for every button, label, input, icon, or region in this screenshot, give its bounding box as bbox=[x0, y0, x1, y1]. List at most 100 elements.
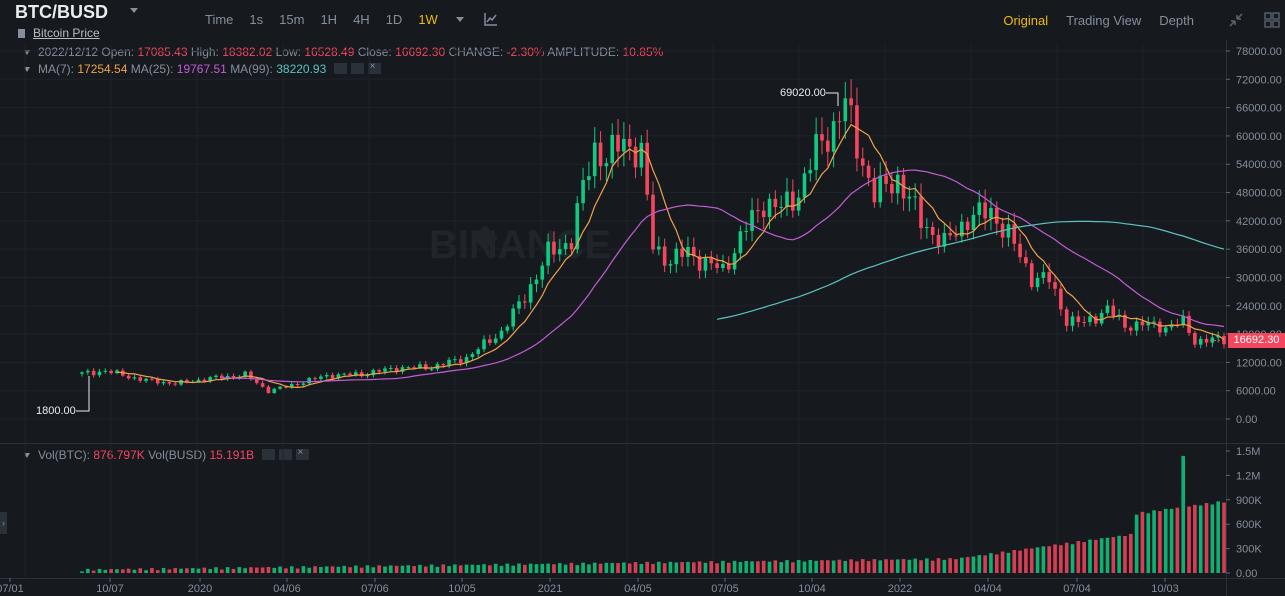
volume-bar bbox=[109, 569, 113, 573]
candle bbox=[1053, 282, 1057, 289]
candle bbox=[196, 379, 201, 383]
candle bbox=[872, 177, 877, 203]
candle bbox=[1187, 315, 1191, 333]
vol-btc-label: Vol(BTC): bbox=[38, 448, 91, 462]
volume-axis-label: 0.00 bbox=[1236, 568, 1257, 580]
volume-axis-label: 900K bbox=[1236, 495, 1262, 507]
candle bbox=[965, 221, 970, 231]
candle bbox=[97, 371, 102, 376]
candle bbox=[295, 383, 300, 385]
pair-title[interactable]: BTC/BUSD bbox=[15, 2, 108, 22]
candle bbox=[365, 375, 370, 377]
candle bbox=[278, 386, 282, 389]
volume-bar bbox=[651, 563, 655, 573]
ma25-line bbox=[221, 169, 1225, 383]
candle bbox=[464, 357, 469, 364]
collapse-volume-icon[interactable] bbox=[24, 453, 30, 458]
candle bbox=[878, 175, 883, 203]
candle bbox=[307, 378, 312, 384]
time-axis-label: 04/06 bbox=[273, 583, 301, 595]
vol-busd-label: Vol(BUSD) bbox=[148, 448, 207, 462]
interval-time[interactable]: Time bbox=[205, 12, 234, 27]
ma-settings-button[interactable] bbox=[350, 63, 364, 74]
volume-bar bbox=[994, 554, 999, 573]
volume-bar bbox=[138, 568, 143, 573]
interval-15m[interactable]: 15m bbox=[279, 12, 305, 27]
candle bbox=[1064, 309, 1069, 326]
low-marker-line bbox=[76, 376, 90, 412]
interval-1w[interactable]: 1W bbox=[418, 12, 438, 27]
subtitle-text[interactable]: Bitcoin Price bbox=[33, 26, 100, 40]
volume-bar bbox=[1029, 548, 1034, 573]
vol-settings-button[interactable] bbox=[278, 449, 292, 460]
volume-bar bbox=[796, 559, 801, 573]
volume-axis-label: 1.2M bbox=[1236, 470, 1260, 482]
time-axis-label: 04/04 bbox=[974, 583, 1002, 595]
volume-bar bbox=[872, 559, 877, 573]
volume-bar bbox=[1076, 541, 1081, 573]
ma99-value: 38220.93 bbox=[276, 62, 327, 76]
candle bbox=[1047, 272, 1052, 283]
candle bbox=[604, 163, 609, 167]
ma7-label: MA(7): bbox=[38, 62, 74, 76]
volume-bar bbox=[1204, 503, 1209, 573]
view-depth[interactable]: Depth bbox=[1159, 12, 1194, 28]
price-axis-label: 72000.00 bbox=[1236, 74, 1282, 86]
candle bbox=[808, 169, 813, 174]
volume-bar bbox=[1059, 545, 1063, 573]
interval-1s[interactable]: 1s bbox=[249, 12, 264, 27]
volume-bar bbox=[825, 560, 830, 573]
more-intervals-icon[interactable] bbox=[455, 17, 464, 22]
collapse-ohlc-icon[interactable] bbox=[24, 50, 30, 55]
candle bbox=[983, 202, 987, 219]
volume-bar bbox=[1128, 533, 1133, 573]
volume-bar bbox=[552, 564, 556, 573]
collapse-ma-icon[interactable] bbox=[24, 67, 30, 72]
view-original[interactable]: Original bbox=[1003, 12, 1049, 28]
view-trading-view[interactable]: Trading View bbox=[1066, 12, 1142, 28]
candle bbox=[831, 121, 836, 152]
vol-close-button[interactable]: × bbox=[295, 447, 309, 460]
candle bbox=[1204, 338, 1209, 343]
interval-4h[interactable]: 4H bbox=[353, 12, 370, 27]
subtitle-link[interactable]: Bitcoin Price bbox=[18, 26, 100, 40]
candle bbox=[1006, 224, 1011, 238]
volume-bar bbox=[1134, 514, 1139, 573]
layout-grid-icon[interactable] bbox=[1264, 12, 1280, 28]
candle bbox=[412, 367, 416, 369]
time-axis-label: 04/05 bbox=[624, 583, 652, 595]
volume-bar bbox=[534, 564, 539, 573]
candle bbox=[150, 378, 154, 380]
candle bbox=[662, 246, 667, 266]
side-panel-toggle[interactable]: › bbox=[0, 512, 7, 534]
volume-bar bbox=[756, 561, 760, 573]
volume-bar bbox=[691, 562, 696, 573]
time-axis-label: 2021 bbox=[538, 583, 562, 595]
price-axis-label: 30000.00 bbox=[1236, 272, 1282, 284]
volume-bar bbox=[249, 567, 253, 573]
candle bbox=[855, 105, 859, 159]
interval-1h[interactable]: 1H bbox=[320, 12, 338, 27]
collapse-icon[interactable] bbox=[1228, 12, 1244, 28]
interval-1d[interactable]: 1D bbox=[385, 12, 403, 27]
volume-bar bbox=[668, 561, 673, 573]
vol-visibility-button[interactable] bbox=[261, 449, 275, 460]
ma-visibility-button[interactable] bbox=[333, 63, 347, 74]
indicators-icon[interactable] bbox=[484, 12, 498, 26]
volume-bar bbox=[767, 561, 772, 573]
volume-axis-label: 300K bbox=[1236, 544, 1262, 556]
candle bbox=[115, 370, 119, 374]
candle bbox=[272, 388, 277, 394]
volume-bar bbox=[569, 562, 574, 573]
pair-dropdown-icon[interactable] bbox=[130, 8, 138, 13]
volume-bar bbox=[476, 564, 481, 573]
volume-bar bbox=[1222, 502, 1226, 573]
candle bbox=[354, 372, 358, 376]
volume-bar bbox=[925, 558, 929, 573]
ma-close-button[interactable]: × bbox=[367, 61, 381, 74]
volume-bar bbox=[97, 568, 102, 573]
candle bbox=[622, 138, 626, 152]
volume-bar bbox=[959, 557, 964, 573]
volume-bar bbox=[697, 561, 702, 573]
